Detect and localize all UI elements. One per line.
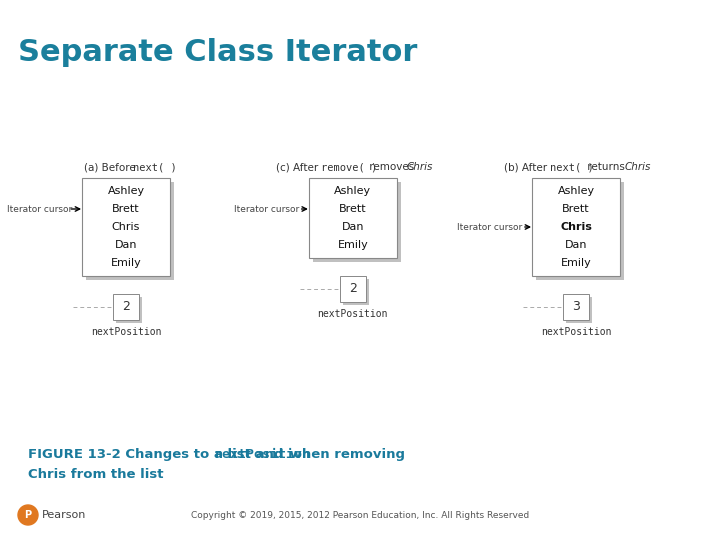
Text: Copyright © 2019, 2015, 2012 Pearson Education, Inc. All Rights Reserved: Copyright © 2019, 2015, 2012 Pearson Edu… <box>191 510 529 519</box>
Text: Iterator cursor: Iterator cursor <box>234 205 300 213</box>
Bar <box>309 178 397 258</box>
Text: nextPosition: nextPosition <box>318 309 388 319</box>
Text: Emily: Emily <box>111 258 141 268</box>
Text: Brett: Brett <box>562 204 590 214</box>
Text: Pearson: Pearson <box>42 510 86 520</box>
Bar <box>532 178 620 276</box>
Text: Dan: Dan <box>564 240 588 250</box>
Text: (c) After: (c) After <box>276 162 322 172</box>
Text: Chris from the list: Chris from the list <box>28 468 163 481</box>
Text: Dan: Dan <box>341 222 364 232</box>
Text: Chris: Chris <box>407 162 433 172</box>
Text: Brett: Brett <box>112 204 140 214</box>
Text: returns: returns <box>585 162 629 172</box>
Bar <box>340 276 366 302</box>
Text: Separate Class Iterator: Separate Class Iterator <box>18 38 418 67</box>
Text: Ashley: Ashley <box>334 186 372 196</box>
Bar <box>116 297 142 323</box>
Text: 3: 3 <box>572 300 580 314</box>
Text: nextPosition: nextPosition <box>91 327 161 337</box>
Text: P: P <box>24 510 32 520</box>
Text: removes: removes <box>366 162 418 172</box>
Text: Chris: Chris <box>625 162 652 172</box>
Text: next( ): next( ) <box>549 162 593 172</box>
Bar <box>113 294 139 320</box>
Text: 2: 2 <box>122 300 130 314</box>
Text: Emily: Emily <box>338 240 368 250</box>
Text: Iterator cursor: Iterator cursor <box>7 205 73 213</box>
Bar <box>82 178 170 276</box>
Text: nextPosition: nextPosition <box>215 448 311 461</box>
Text: Ashley: Ashley <box>107 186 145 196</box>
Text: Chris: Chris <box>112 222 140 232</box>
Bar <box>566 297 592 323</box>
Text: Ashley: Ashley <box>557 186 595 196</box>
Bar <box>536 182 624 280</box>
Text: Brett: Brett <box>339 204 366 214</box>
Text: (a) Before: (a) Before <box>84 162 139 172</box>
Text: Dan: Dan <box>114 240 138 250</box>
Bar <box>86 182 174 280</box>
Text: nextPosition: nextPosition <box>541 327 611 337</box>
Bar <box>343 279 369 305</box>
Text: when removing: when removing <box>284 448 405 461</box>
Circle shape <box>18 505 38 525</box>
Bar <box>563 294 589 320</box>
Text: next( ): next( ) <box>133 162 177 172</box>
Bar <box>312 182 401 262</box>
Text: FIGURE 13-2 Changes to a list and: FIGURE 13-2 Changes to a list and <box>28 448 288 461</box>
Text: remove( ): remove( ) <box>321 162 377 172</box>
Text: Iterator cursor: Iterator cursor <box>457 222 523 232</box>
Text: 2: 2 <box>349 282 356 295</box>
Text: Emily: Emily <box>561 258 591 268</box>
Text: Chris: Chris <box>560 222 592 232</box>
Text: (b) After: (b) After <box>505 162 551 172</box>
